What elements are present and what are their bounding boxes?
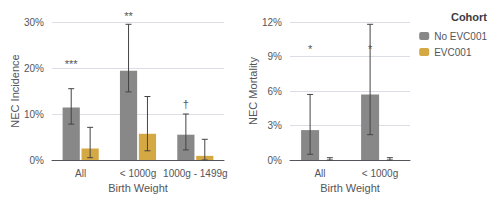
svg-text:Cohort: Cohort (451, 11, 487, 23)
svg-text:All: All (75, 168, 86, 179)
svg-text:20%: 20% (24, 63, 44, 74)
svg-text:0%: 0% (268, 155, 283, 166)
svg-text:EVC001: EVC001 (434, 47, 472, 58)
svg-text:NEC Mortality: NEC Mortality (247, 57, 259, 125)
svg-text:9%: 9% (268, 51, 283, 62)
svg-text:***: *** (65, 58, 79, 70)
svg-text:NEC Incidence: NEC Incidence (9, 54, 21, 127)
svg-text:10%: 10% (24, 109, 44, 120)
svg-text:< 1000g: < 1000g (120, 168, 156, 179)
svg-text:30%: 30% (24, 17, 44, 28)
svg-text:†: † (183, 98, 189, 110)
svg-text:*: * (308, 43, 313, 55)
svg-text:< 1000g: < 1000g (362, 168, 398, 179)
svg-text:0%: 0% (30, 155, 45, 166)
svg-text:12%: 12% (262, 17, 282, 28)
svg-text:1000g - 1499g: 1000g - 1499g (163, 168, 228, 179)
svg-text:No EVC001: No EVC001 (434, 31, 487, 42)
svg-text:*: * (368, 43, 373, 55)
svg-text:6%: 6% (268, 86, 283, 97)
svg-text:Birth Weight: Birth Weight (108, 182, 168, 194)
svg-text:**: ** (124, 10, 133, 22)
svg-text:All: All (314, 168, 325, 179)
svg-text:Birth Weight: Birth Weight (320, 182, 380, 194)
svg-text:3%: 3% (268, 120, 283, 131)
